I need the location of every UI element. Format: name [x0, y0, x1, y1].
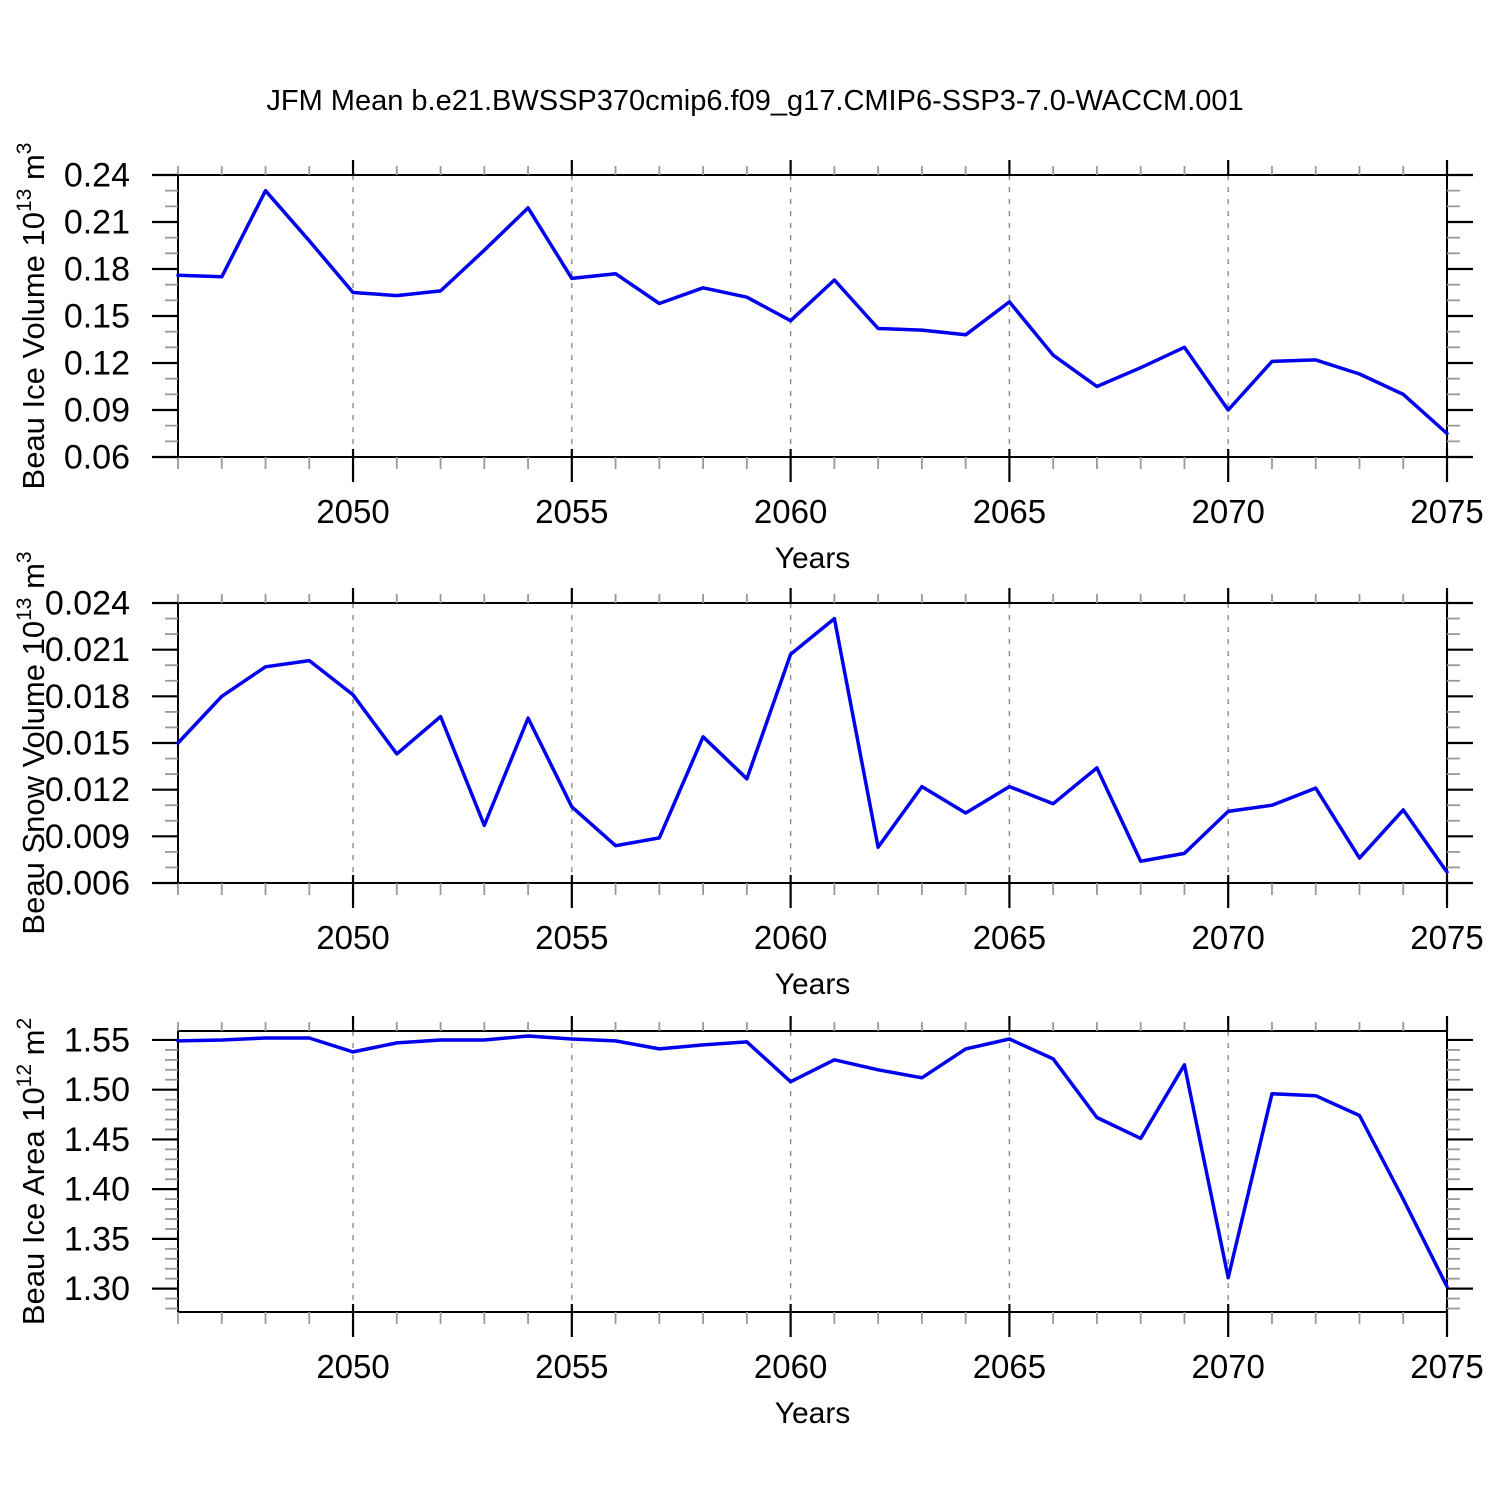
y-tick-label: 0.24 — [64, 157, 130, 195]
x-tick-label: 2060 — [754, 919, 827, 956]
y-tick-label: 0.021 — [45, 631, 130, 669]
y-tick-label: 0.18 — [64, 251, 130, 289]
x-tick-label: 2050 — [316, 1348, 389, 1385]
y-tick-label: 1.30 — [64, 1270, 130, 1308]
y-axis-title: Beau Snow Volume 1013 m3 — [13, 551, 51, 934]
data-line-beau-ice-area — [176, 1034, 1449, 1289]
x-axis-title: Years — [775, 542, 851, 575]
x-tick-label: 2060 — [754, 493, 827, 530]
y-tick-label: 1.45 — [64, 1121, 130, 1159]
y-tick-label: 0.006 — [45, 865, 130, 903]
data-line-beau-snow-volume — [176, 616, 1449, 874]
x-tick-label: 2050 — [316, 493, 389, 530]
x-tick-label: 2055 — [535, 919, 608, 956]
y-tick-label: 1.40 — [64, 1171, 130, 1209]
panel-beau-ice-volume: 0.06 0.09 0.12 0.15 0.18 0.21 0.24 2050 2055 2060… — [13, 143, 1484, 575]
x-tick-label: 2065 — [973, 493, 1046, 530]
y-tick-label: 0.15 — [64, 298, 130, 336]
x-tick-label: 2070 — [1191, 1348, 1264, 1385]
x-axis-title: Years — [775, 1397, 851, 1430]
plot-border — [177, 1030, 1448, 1313]
y-tick-label: 1.35 — [64, 1220, 130, 1258]
x-tick-label: 2070 — [1191, 919, 1264, 956]
panel-beau-ice-area: 1.30 1.35 1.40 1.45 1.50 1.55 2050 2055 2060 2065… — [13, 1016, 1484, 1430]
chart-title: JFM Mean b.e21.BWSSP370cmip6.f09_g17.CMI… — [266, 85, 1243, 117]
x-tick-label: 2055 — [535, 1348, 608, 1385]
x-tick-label: 2065 — [973, 1348, 1046, 1385]
x-tick-label: 2065 — [973, 919, 1046, 956]
x-tick-label: 2055 — [535, 493, 608, 530]
x-tick-label: 2075 — [1410, 493, 1483, 530]
x-tick-label: 2050 — [316, 919, 389, 956]
ticks — [152, 160, 1473, 482]
y-axis-title: Beau Ice Area 1012 m2 — [13, 1018, 51, 1325]
y-tick-label: 0.015 — [45, 725, 130, 763]
y-tick-label: 0.018 — [45, 678, 130, 716]
x-tick-label: 2075 — [1410, 1348, 1483, 1385]
x-axis-title: Years — [775, 968, 851, 1001]
y-tick-label: 0.012 — [45, 771, 130, 809]
y-tick-label: 0.09 — [64, 392, 130, 430]
data-line-beau-ice-volume — [176, 188, 1449, 436]
x-tick-label: 2060 — [754, 1348, 827, 1385]
x-tick-label: 2075 — [1410, 919, 1483, 956]
y-tick-label: 0.12 — [64, 345, 130, 383]
y-tick-label: 1.50 — [64, 1071, 130, 1109]
y-tick-label: 1.55 — [64, 1021, 130, 1059]
ticks — [152, 588, 1473, 908]
y-tick-label: 0.21 — [64, 204, 130, 242]
panel-beau-snow-volume: 0.006 0.009 0.012 0.015 0.018 0.021 0.024 2050 2… — [13, 551, 1484, 1001]
x-tick-label: 2070 — [1191, 493, 1264, 530]
y-tick-label: 0.024 — [45, 585, 130, 623]
y-tick-label: 0.06 — [64, 439, 130, 477]
ticks — [152, 1016, 1473, 1337]
y-axis-title: Beau Ice Volume 1013 m3 — [13, 143, 51, 490]
y-tick-label: 0.009 — [45, 818, 130, 856]
